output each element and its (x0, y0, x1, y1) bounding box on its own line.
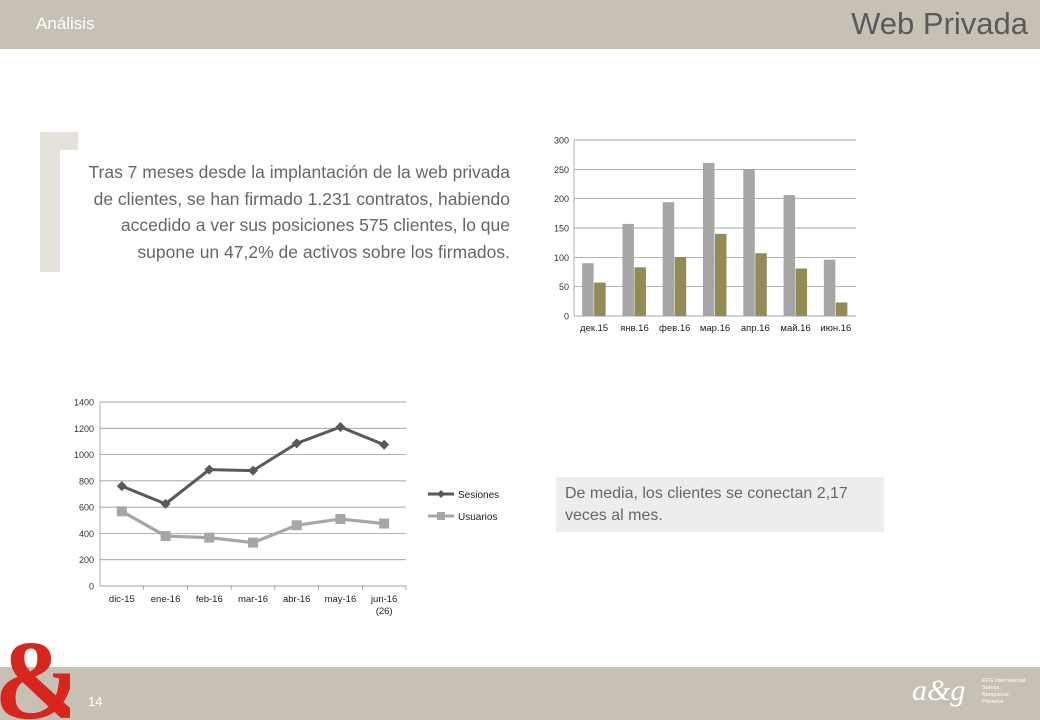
y-tick-label: 1400 (74, 398, 94, 408)
x-tick-label: май.16 (780, 323, 810, 334)
bar-firmados (703, 162, 715, 316)
point-sesiones (335, 421, 346, 432)
intro-text: Tras 7 meses desde la implantación de la… (88, 162, 510, 262)
point-sesiones (248, 465, 258, 476)
point-usuarios (248, 537, 258, 548)
y-tick-label: 1000 (74, 450, 94, 460)
bar-activados (715, 233, 727, 316)
x-tick-label: июн.16 (820, 323, 851, 334)
point-usuarios (204, 532, 215, 543)
x-tick-note: (26) (376, 606, 393, 617)
page-title: Web Privada (851, 6, 1028, 41)
brand-logo: a&g EFG International Somos Banqueros Pr… (912, 672, 1026, 716)
y-tick-label: 200 (554, 194, 569, 204)
y-tick-label: 800 (79, 476, 94, 486)
header-bar: Análisis Web Privada (0, 0, 1040, 49)
line-chart: 0 200 400 600 800 1000 1200 1400 dic-15 ene-16 feb… (62, 394, 522, 626)
y-tick-label: 100 (554, 253, 569, 263)
legend-marker (437, 512, 445, 520)
brand-text: EFG International Somos Banqueros Privad… (982, 678, 1026, 705)
y-tick-label: 1200 (74, 424, 94, 434)
x-tick-label: фев.16 (659, 323, 690, 334)
brand-mark: a&g (912, 674, 966, 707)
x-tick-label: mar-16 (238, 594, 268, 605)
y-tick-label: 0 (564, 312, 569, 322)
bar-activados (634, 267, 646, 316)
x-tick-label: dic-15 (109, 594, 135, 605)
x-tick-label: дек.15 (580, 323, 608, 334)
point-sesiones (379, 439, 390, 450)
point-usuarios (160, 531, 171, 542)
legend-marker (437, 490, 445, 498)
x-tick-label: апр.16 (741, 323, 770, 334)
bar-firmados (622, 223, 634, 316)
x-tick-label: abr-16 (283, 594, 310, 605)
callout-text: De media, los clientes se conectan 2,17 … (565, 485, 848, 524)
point-usuarios (335, 513, 346, 524)
bar-activados (835, 302, 848, 316)
y-tick-label: 250 (554, 165, 569, 175)
y-tick-label: 150 (554, 224, 569, 234)
point-sesiones (160, 498, 171, 509)
legend-label: Usuarios (458, 512, 497, 523)
bar-firmados (783, 195, 796, 316)
bar-firmados (582, 263, 594, 316)
section-label: Análisis (36, 14, 95, 33)
x-tick-label: may-16 (325, 594, 357, 605)
bar-firmados (823, 259, 836, 316)
svg-text:&: & (0, 622, 70, 720)
y-tick-label: 200 (79, 555, 94, 565)
bar-firmados (662, 202, 675, 316)
page-number: 14 (88, 694, 103, 709)
x-tick-label: feb-16 (196, 594, 223, 605)
bar-firmados (743, 169, 755, 316)
point-sesiones (204, 464, 215, 475)
ampersand-logo-icon: & (0, 622, 70, 720)
x-tick-label: jun-16 (370, 594, 397, 605)
x-tick-label: мар.16 (700, 323, 730, 334)
bar-activados (755, 253, 767, 316)
point-usuarios (379, 518, 390, 529)
x-tick-label: янв.16 (620, 323, 649, 334)
y-tick-label: 50 (559, 282, 569, 292)
series-line-sesiones (121, 425, 385, 506)
bar-chart: 0 50 100 150 200 250 300 дек.15 янв.16 фев.16 мар.… (540, 132, 870, 342)
bar-activados (674, 257, 687, 316)
x-tick-label: ene-16 (151, 594, 181, 605)
point-usuarios (291, 520, 302, 531)
point-sesiones (291, 438, 302, 449)
point-usuarios (116, 506, 127, 517)
y-tick-label: 300 (554, 136, 569, 146)
y-tick-label: 0 (89, 582, 94, 592)
bar-activados (795, 268, 808, 316)
footer-bar (0, 667, 1040, 720)
point-sesiones (116, 481, 127, 492)
bar-activados (594, 282, 606, 316)
y-tick-label: 600 (79, 503, 94, 513)
legend-label: Sesiones (458, 490, 499, 501)
callout-box: De media, los clientes se conectan 2,17 … (556, 477, 884, 532)
y-tick-label: 400 (79, 529, 94, 539)
quote-bracket-icon (40, 132, 78, 272)
